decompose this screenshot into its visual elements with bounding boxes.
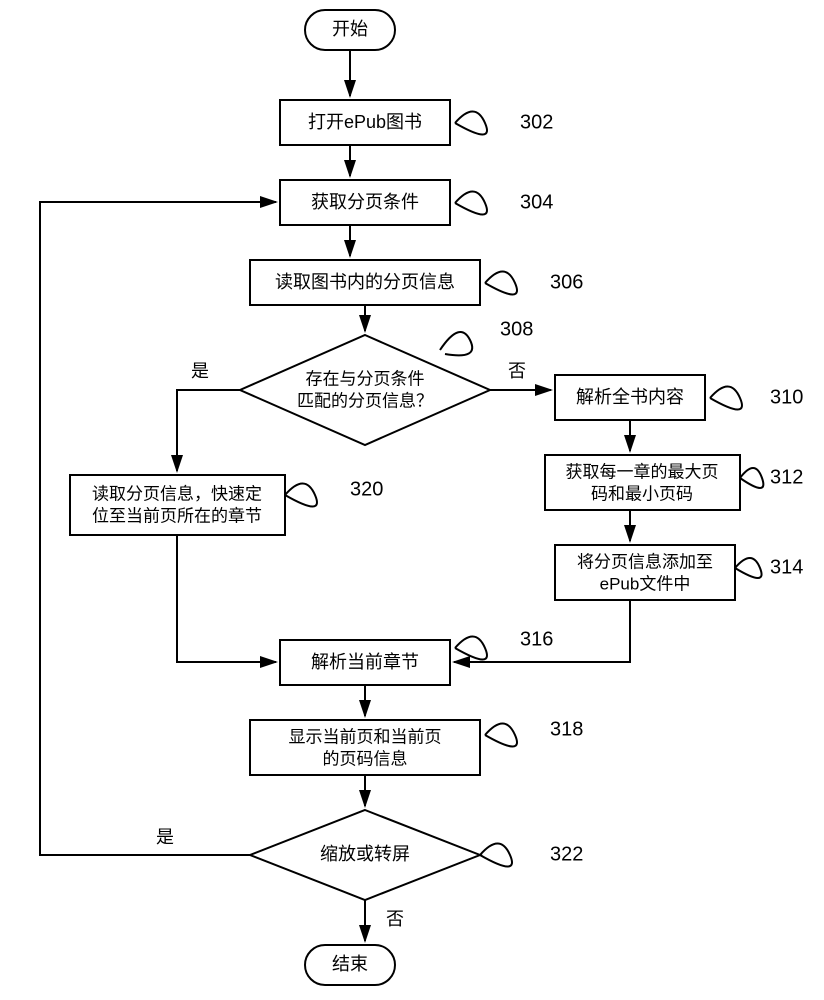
node-314-label2: ePub文件中	[600, 574, 691, 593]
num-314: 314	[770, 556, 803, 578]
num-320: 320	[350, 478, 383, 500]
edge-308-320	[177, 390, 240, 471]
num-308: 308	[500, 318, 533, 340]
num-306: 306	[550, 271, 583, 293]
connector-320	[285, 484, 317, 507]
node-308-label1: 存在与分页条件	[306, 369, 425, 388]
node-308	[240, 335, 490, 445]
node-318-label1: 显示当前页和当前页	[289, 727, 442, 746]
edge-320-316	[177, 535, 276, 662]
node-320-label2: 位至当前页所在的章节	[92, 506, 262, 525]
node-306-label: 读取图书内的分页信息	[275, 272, 455, 292]
connector-310	[710, 387, 742, 410]
num-302: 302	[520, 111, 553, 133]
connector-314	[735, 558, 762, 578]
end-label: 结束	[332, 954, 368, 974]
num-310: 310	[770, 386, 803, 408]
num-304: 304	[520, 191, 553, 213]
label-yes2: 是	[156, 827, 174, 847]
node-310-label: 解析全书内容	[576, 387, 684, 407]
num-322: 322	[550, 843, 583, 865]
label-no1: 否	[508, 361, 526, 381]
label-no2: 否	[386, 909, 404, 929]
connector-312	[740, 468, 763, 488]
connector-322	[480, 844, 512, 867]
node-312-label2: 码和最小页码	[591, 484, 693, 503]
node-312-label1: 获取每一章的最大页	[566, 462, 719, 481]
node-308-label2: 匹配的分页信息？	[297, 391, 433, 410]
connector-318	[485, 724, 517, 747]
connector-306	[485, 272, 517, 295]
node-304-label: 获取分页条件	[311, 192, 419, 212]
node-322-label: 缩放或转屏	[320, 844, 410, 864]
connector-302	[455, 112, 487, 135]
label-yes1: 是	[191, 361, 209, 381]
node-320-label1: 读取分页信息，快速定	[92, 484, 262, 503]
connector-304	[455, 192, 487, 215]
node-316-label: 解析当前章节	[311, 652, 419, 672]
connector-308	[440, 332, 472, 355]
start-label: 开始	[332, 19, 368, 39]
num-318: 318	[550, 718, 583, 740]
connector-316	[455, 637, 487, 660]
node-302-label: 打开ePub图书	[308, 112, 422, 132]
node-314-label1: 将分页信息添加至	[577, 552, 713, 571]
flowchart: 开始 打开ePub图书 302 获取分页条件 304 读取图书内的分页信息 30…	[0, 0, 824, 1000]
num-312: 312	[770, 466, 803, 488]
node-318-label2: 的页码信息	[323, 749, 408, 768]
num-316: 316	[520, 628, 553, 650]
